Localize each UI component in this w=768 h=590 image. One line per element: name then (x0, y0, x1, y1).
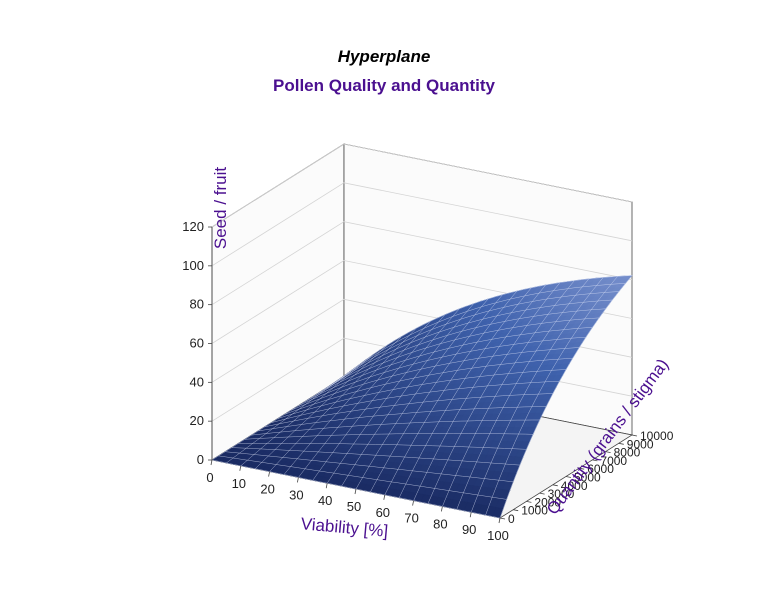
mesh-line-y (244, 433, 534, 440)
x-tick (383, 494, 386, 500)
x-tick (210, 459, 213, 466)
x-tick (441, 506, 443, 512)
z-tick-label: 80 (190, 297, 204, 312)
chart-title: Hyperplane (337, 47, 431, 66)
x-tick-label: 90 (462, 522, 476, 537)
x-tick (297, 477, 299, 483)
y-tick-label: 4000 (561, 479, 588, 493)
y-tick-label: 7000 (600, 454, 627, 468)
y-tick (579, 467, 585, 470)
mesh-line-y (343, 275, 633, 378)
y-tick (499, 517, 506, 520)
mesh-line-y (337, 283, 626, 382)
y-tick-label: 2000 (534, 495, 561, 509)
y-tick-label: 1000 (521, 504, 548, 518)
mesh-line-y (297, 336, 586, 407)
mesh-line-y (324, 299, 613, 390)
x-tick (469, 512, 472, 518)
z-tick-label: 60 (190, 336, 204, 351)
mesh-line-y (218, 455, 507, 500)
surface-mesh (211, 275, 633, 519)
x-tick (412, 500, 414, 506)
mesh-line-y (271, 380, 560, 423)
z-axis-label: Seed / fruit (211, 167, 230, 249)
mesh-line-y (304, 327, 593, 403)
wall-gridline (211, 143, 633, 228)
x-tick (325, 483, 328, 489)
mesh-line-y (277, 369, 567, 419)
z-tick-label: 120 (182, 219, 204, 234)
y-tick (552, 484, 558, 487)
mesh-line-y (258, 406, 547, 432)
z-tick-label: 100 (182, 258, 204, 273)
y-tick (592, 459, 598, 462)
x-tick-label: 40 (318, 493, 332, 508)
x-tick-label: 100 (487, 528, 509, 543)
y-tick (631, 434, 638, 437)
x-tick-label: 0 (206, 470, 213, 485)
z-tick-label: 0 (197, 452, 204, 467)
x-tick-label: 50 (347, 499, 361, 514)
y-tick-label: 3000 (548, 487, 575, 501)
x-tick-label: 10 (232, 476, 246, 491)
z-tick-label: 40 (190, 374, 204, 389)
y-tick (605, 451, 611, 453)
mesh-line-y (231, 447, 520, 466)
mesh-line-y (264, 393, 553, 428)
mesh-line-y (225, 451, 514, 483)
y-tick-label: 5000 (574, 471, 601, 485)
x-tick-label: 20 (260, 482, 274, 497)
x-tick (354, 488, 357, 495)
mesh-line-y (238, 443, 527, 450)
y-tick (618, 442, 624, 445)
x-tick-label: 70 (404, 511, 418, 526)
y-tick (565, 476, 572, 478)
mesh-line-y (251, 419, 540, 436)
y-tick-label: 10000 (640, 429, 674, 443)
x-tick (498, 517, 501, 524)
x-tick-label: 60 (376, 505, 390, 520)
mesh-line-y (330, 291, 619, 386)
mesh-line-y (317, 308, 606, 394)
y-tick-label: 9000 (627, 437, 654, 451)
z-tick-label: 20 (190, 413, 204, 428)
y-tick (513, 509, 519, 512)
wall-gridline (211, 221, 633, 306)
y-tick-label: 0 (508, 512, 515, 526)
y-tick-label: 8000 (614, 446, 641, 460)
mesh-line-y (310, 317, 600, 399)
x-tick (239, 465, 242, 471)
mesh-line-y (284, 357, 573, 415)
y-tick (539, 492, 545, 495)
x-tick-label: 30 (289, 487, 303, 502)
mesh-line-y (291, 347, 580, 411)
x-tick (268, 471, 270, 477)
x-tick-label: 80 (433, 516, 447, 531)
wall-gridline (211, 182, 633, 267)
y-tick (526, 501, 532, 503)
chart-subtitle: Pollen Quality and Quantity (273, 76, 495, 95)
y-tick-label: 6000 (587, 462, 614, 476)
